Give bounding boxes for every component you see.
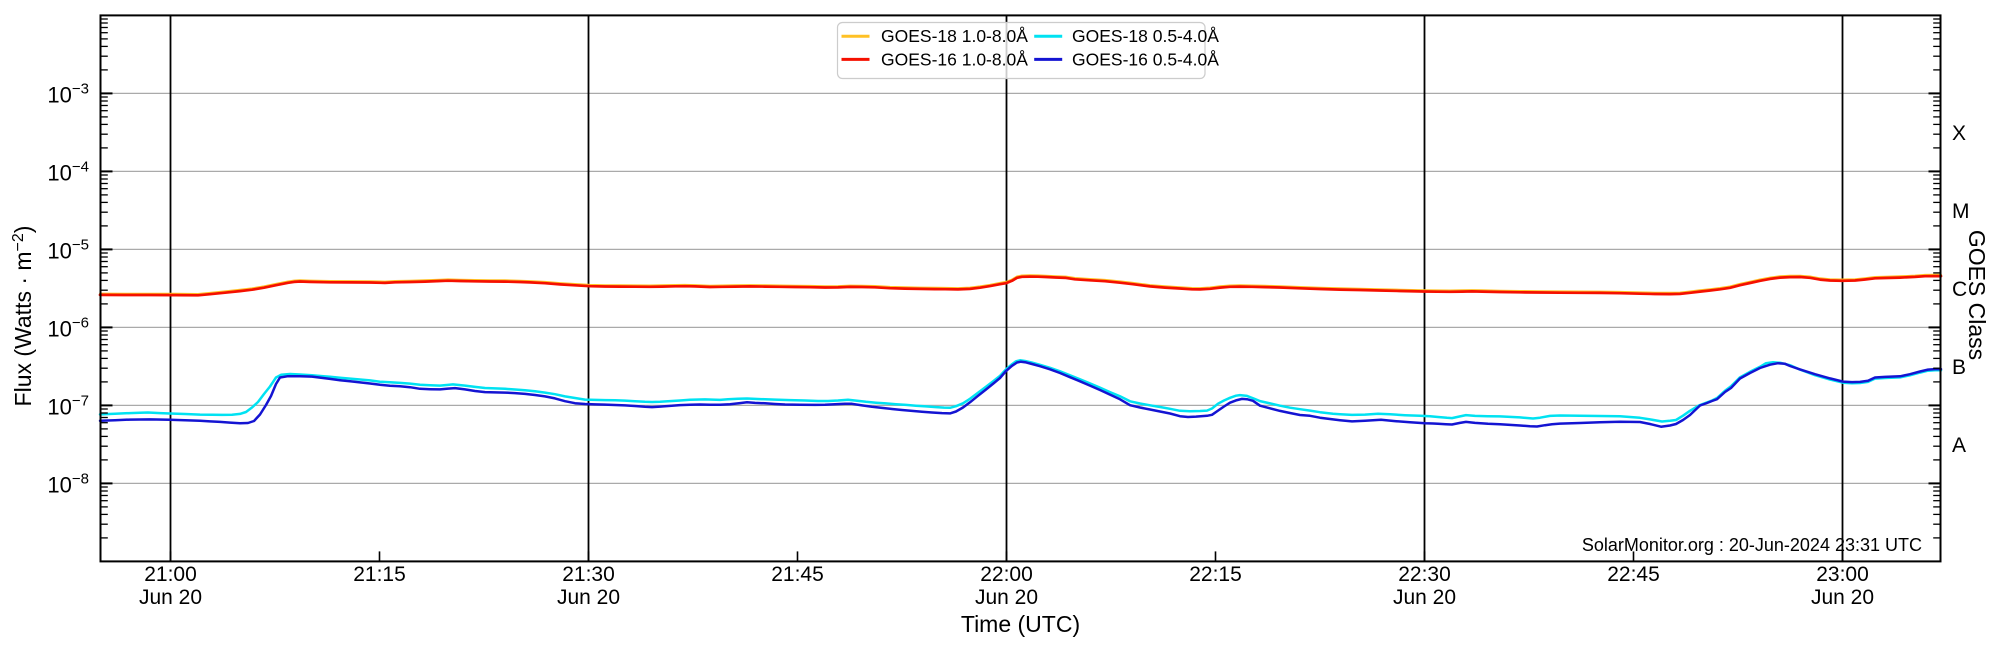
svg-text:GOES-18 1.0-8.0Å: GOES-18 1.0-8.0Å [881,26,1028,46]
svg-text:Flux (Watts · m−2): Flux (Watts · m−2) [10,226,36,407]
svg-text:GOES-18 0.5-4.0Å: GOES-18 0.5-4.0Å [1072,26,1219,46]
svg-text:21:15: 21:15 [353,563,406,586]
svg-text:22:15: 22:15 [1189,563,1242,586]
svg-text:21:00: 21:00 [144,563,197,586]
svg-text:SolarMonitor.org : 20-Jun-2024: SolarMonitor.org : 20-Jun-2024 23:31 UTC [1582,535,1922,555]
svg-text:GOES-16 0.5-4.0Å: GOES-16 0.5-4.0Å [1072,49,1219,69]
svg-text:GOES Class: GOES Class [1964,230,1990,360]
svg-text:23:00: 23:00 [1816,563,1869,586]
svg-text:21:30: 21:30 [562,563,615,586]
svg-text:M: M [1952,200,1970,223]
svg-text:Jun 20: Jun 20 [1393,586,1456,609]
svg-text:Jun 20: Jun 20 [1811,586,1874,609]
svg-text:Jun 20: Jun 20 [557,586,620,609]
svg-text:10−8: 10−8 [47,470,89,497]
svg-text:22:30: 22:30 [1398,563,1451,586]
svg-text:B: B [1952,356,1966,379]
svg-text:Time (UTC): Time (UTC) [961,611,1080,637]
svg-text:A: A [1952,434,1966,457]
svg-text:21:45: 21:45 [771,563,824,586]
svg-text:C: C [1952,278,1967,301]
svg-text:Jun 20: Jun 20 [139,586,202,609]
svg-text:22:45: 22:45 [1607,563,1660,586]
svg-text:X: X [1952,122,1966,145]
svg-text:22:00: 22:00 [980,563,1033,586]
svg-text:GOES-16 1.0-8.0Å: GOES-16 1.0-8.0Å [881,49,1028,69]
svg-text:Jun 20: Jun 20 [975,586,1038,609]
